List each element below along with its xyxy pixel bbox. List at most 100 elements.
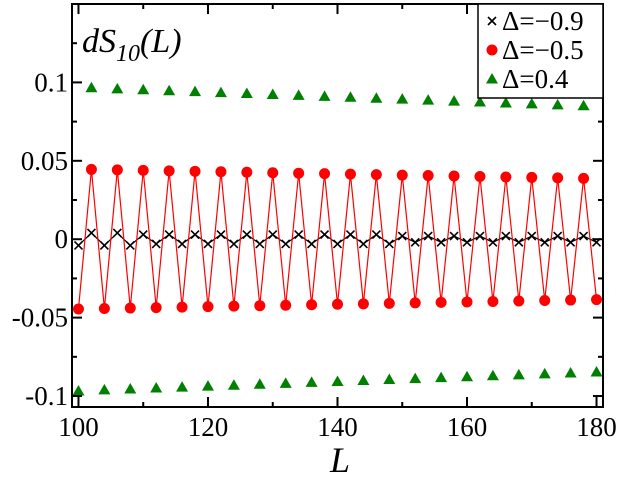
data-point bbox=[229, 239, 239, 249]
data-point bbox=[73, 240, 84, 251]
data-point bbox=[383, 373, 396, 385]
data-point bbox=[279, 377, 292, 388]
data-point bbox=[591, 294, 603, 306]
data-point bbox=[462, 237, 472, 247]
data-point bbox=[370, 92, 383, 103]
data-point bbox=[85, 163, 97, 175]
data-point bbox=[409, 372, 422, 384]
data-point bbox=[475, 231, 485, 241]
data-point bbox=[150, 382, 163, 393]
data-point bbox=[553, 231, 563, 241]
data-point bbox=[577, 99, 590, 111]
data-point bbox=[422, 94, 435, 105]
data-point bbox=[241, 166, 253, 178]
data-point bbox=[383, 297, 395, 309]
data-point bbox=[331, 375, 344, 386]
data-point bbox=[525, 97, 538, 109]
data-point bbox=[227, 379, 240, 390]
data-point bbox=[514, 237, 524, 247]
y-tick-label: -0.1 bbox=[25, 381, 68, 411]
plot-area bbox=[72, 81, 603, 396]
data-point bbox=[255, 239, 265, 249]
data-point bbox=[242, 229, 252, 240]
data-point bbox=[164, 229, 174, 240]
series-2 bbox=[72, 163, 603, 315]
data-point bbox=[190, 229, 200, 240]
data-point bbox=[474, 170, 486, 182]
data-point bbox=[422, 170, 434, 182]
data-point bbox=[565, 294, 577, 306]
data-point bbox=[72, 385, 85, 396]
data-point bbox=[527, 231, 537, 241]
data-point bbox=[513, 295, 525, 307]
data-point bbox=[435, 296, 447, 308]
data-point bbox=[397, 231, 407, 241]
data-point bbox=[488, 237, 498, 247]
data-point bbox=[253, 378, 266, 389]
data-point bbox=[371, 229, 381, 240]
data-point bbox=[357, 374, 370, 385]
data-point bbox=[305, 376, 318, 387]
series-1 bbox=[73, 228, 602, 251]
data-point bbox=[423, 231, 433, 241]
data-point bbox=[461, 370, 474, 382]
data-point bbox=[137, 164, 149, 176]
data-point bbox=[177, 239, 187, 249]
data-point bbox=[216, 229, 226, 240]
data-point bbox=[202, 301, 214, 313]
data-point bbox=[267, 167, 279, 179]
data-point bbox=[344, 168, 356, 180]
y-tick-label: -0.05 bbox=[12, 303, 68, 333]
data-point bbox=[214, 86, 227, 98]
data-point bbox=[228, 300, 240, 312]
data-point bbox=[268, 229, 278, 240]
annotation-prefix: dS bbox=[82, 23, 116, 60]
data-point bbox=[551, 98, 564, 110]
data-point bbox=[579, 231, 589, 241]
data-point bbox=[487, 295, 499, 307]
x-tick-label: 140 bbox=[317, 412, 358, 442]
y-tick-label: 0.05 bbox=[21, 146, 68, 176]
legend-box bbox=[477, 3, 604, 99]
data-point bbox=[98, 303, 110, 315]
data-point bbox=[539, 295, 551, 307]
data-point bbox=[266, 88, 279, 99]
data-point bbox=[254, 300, 266, 312]
data-point bbox=[552, 172, 564, 184]
data-point bbox=[176, 301, 188, 313]
data-point bbox=[486, 369, 499, 381]
series-3 bbox=[72, 81, 603, 396]
data-point bbox=[98, 383, 111, 395]
data-point bbox=[590, 366, 603, 377]
legend-label: Δ=0.4 bbox=[502, 64, 569, 94]
data-point bbox=[189, 165, 201, 177]
data-point bbox=[124, 302, 136, 314]
x-tick-label: 100 bbox=[58, 412, 99, 442]
data-point bbox=[85, 81, 98, 93]
data-point bbox=[473, 96, 486, 107]
data-point bbox=[384, 239, 394, 249]
legend-label: Δ=−0.9 bbox=[502, 6, 584, 36]
data-point bbox=[307, 239, 317, 249]
data-point bbox=[163, 84, 176, 96]
data-point bbox=[499, 96, 512, 108]
data-point bbox=[215, 166, 227, 178]
data-point bbox=[203, 239, 213, 249]
data-point bbox=[150, 302, 162, 314]
data-point bbox=[448, 95, 461, 106]
x-tick-label: 120 bbox=[188, 412, 229, 442]
data-point bbox=[566, 237, 576, 247]
data-point bbox=[409, 297, 421, 309]
annotation-suffix: (L) bbox=[140, 23, 182, 60]
data-point bbox=[436, 237, 446, 247]
data-point bbox=[435, 371, 448, 383]
data-point bbox=[240, 87, 253, 99]
data-point bbox=[86, 228, 96, 238]
annotation-subscript: 10 bbox=[116, 41, 140, 67]
data-point bbox=[111, 82, 124, 94]
data-point bbox=[345, 229, 356, 240]
data-point bbox=[72, 303, 84, 315]
data-point bbox=[344, 91, 357, 102]
data-point bbox=[540, 237, 550, 247]
data-point bbox=[332, 239, 343, 249]
